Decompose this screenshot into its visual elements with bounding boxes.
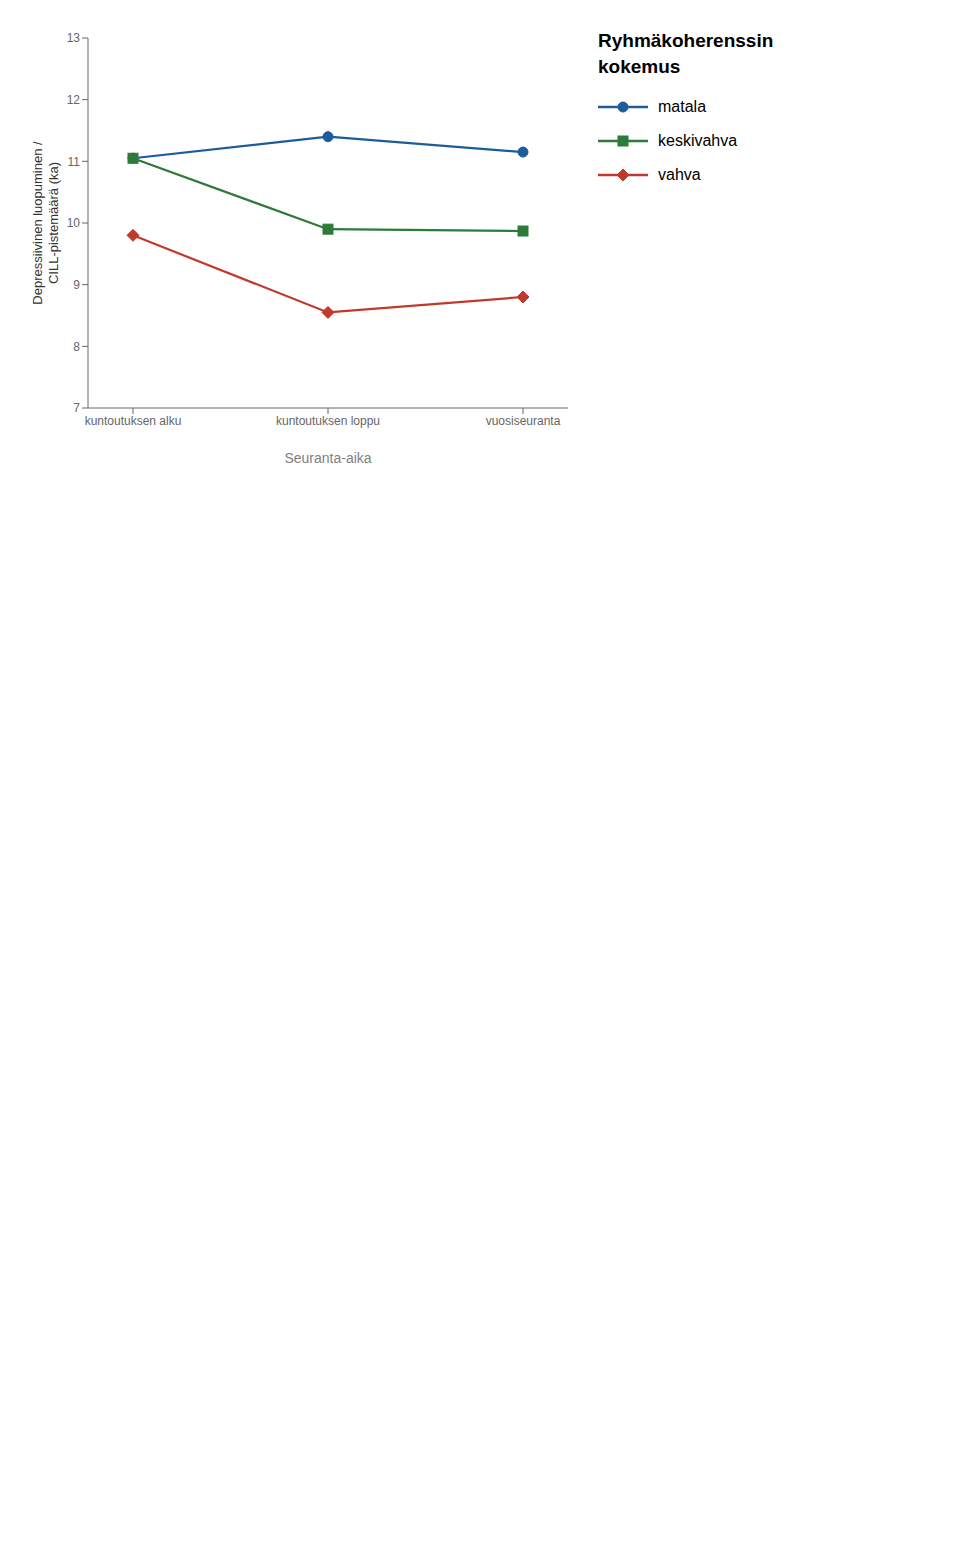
svg-text:vuosiseuranta: vuosiseuranta xyxy=(486,414,561,428)
html-text:matala: matala xyxy=(658,98,706,115)
html-text:Ryhmäkoherenssin: Ryhmäkoherenssin xyxy=(598,30,774,51)
svg-text:12: 12 xyxy=(67,93,81,107)
html-text:kokemus: kokemus xyxy=(598,56,681,77)
svg-text:kuntoutuksen alku: kuntoutuksen alku xyxy=(85,414,182,428)
svg-text:7: 7 xyxy=(73,401,80,415)
html-text:vahva: vahva xyxy=(658,166,701,183)
html-text:keskivahva: keskivahva xyxy=(658,132,738,149)
svg-text:Seuranta-aika: Seuranta-aika xyxy=(284,450,371,466)
svg-text:10: 10 xyxy=(67,216,81,230)
svg-text:9: 9 xyxy=(73,278,80,292)
svg-text:8: 8 xyxy=(73,340,80,354)
svg-text:11: 11 xyxy=(68,155,81,169)
svg-text:13: 13 xyxy=(67,31,81,45)
svg-text:kuntoutuksen loppu: kuntoutuksen loppu xyxy=(276,414,380,428)
svg-text:Depressiivinen luopuminen /CIL: Depressiivinen luopuminen /CILL-pistemää… xyxy=(30,141,61,305)
